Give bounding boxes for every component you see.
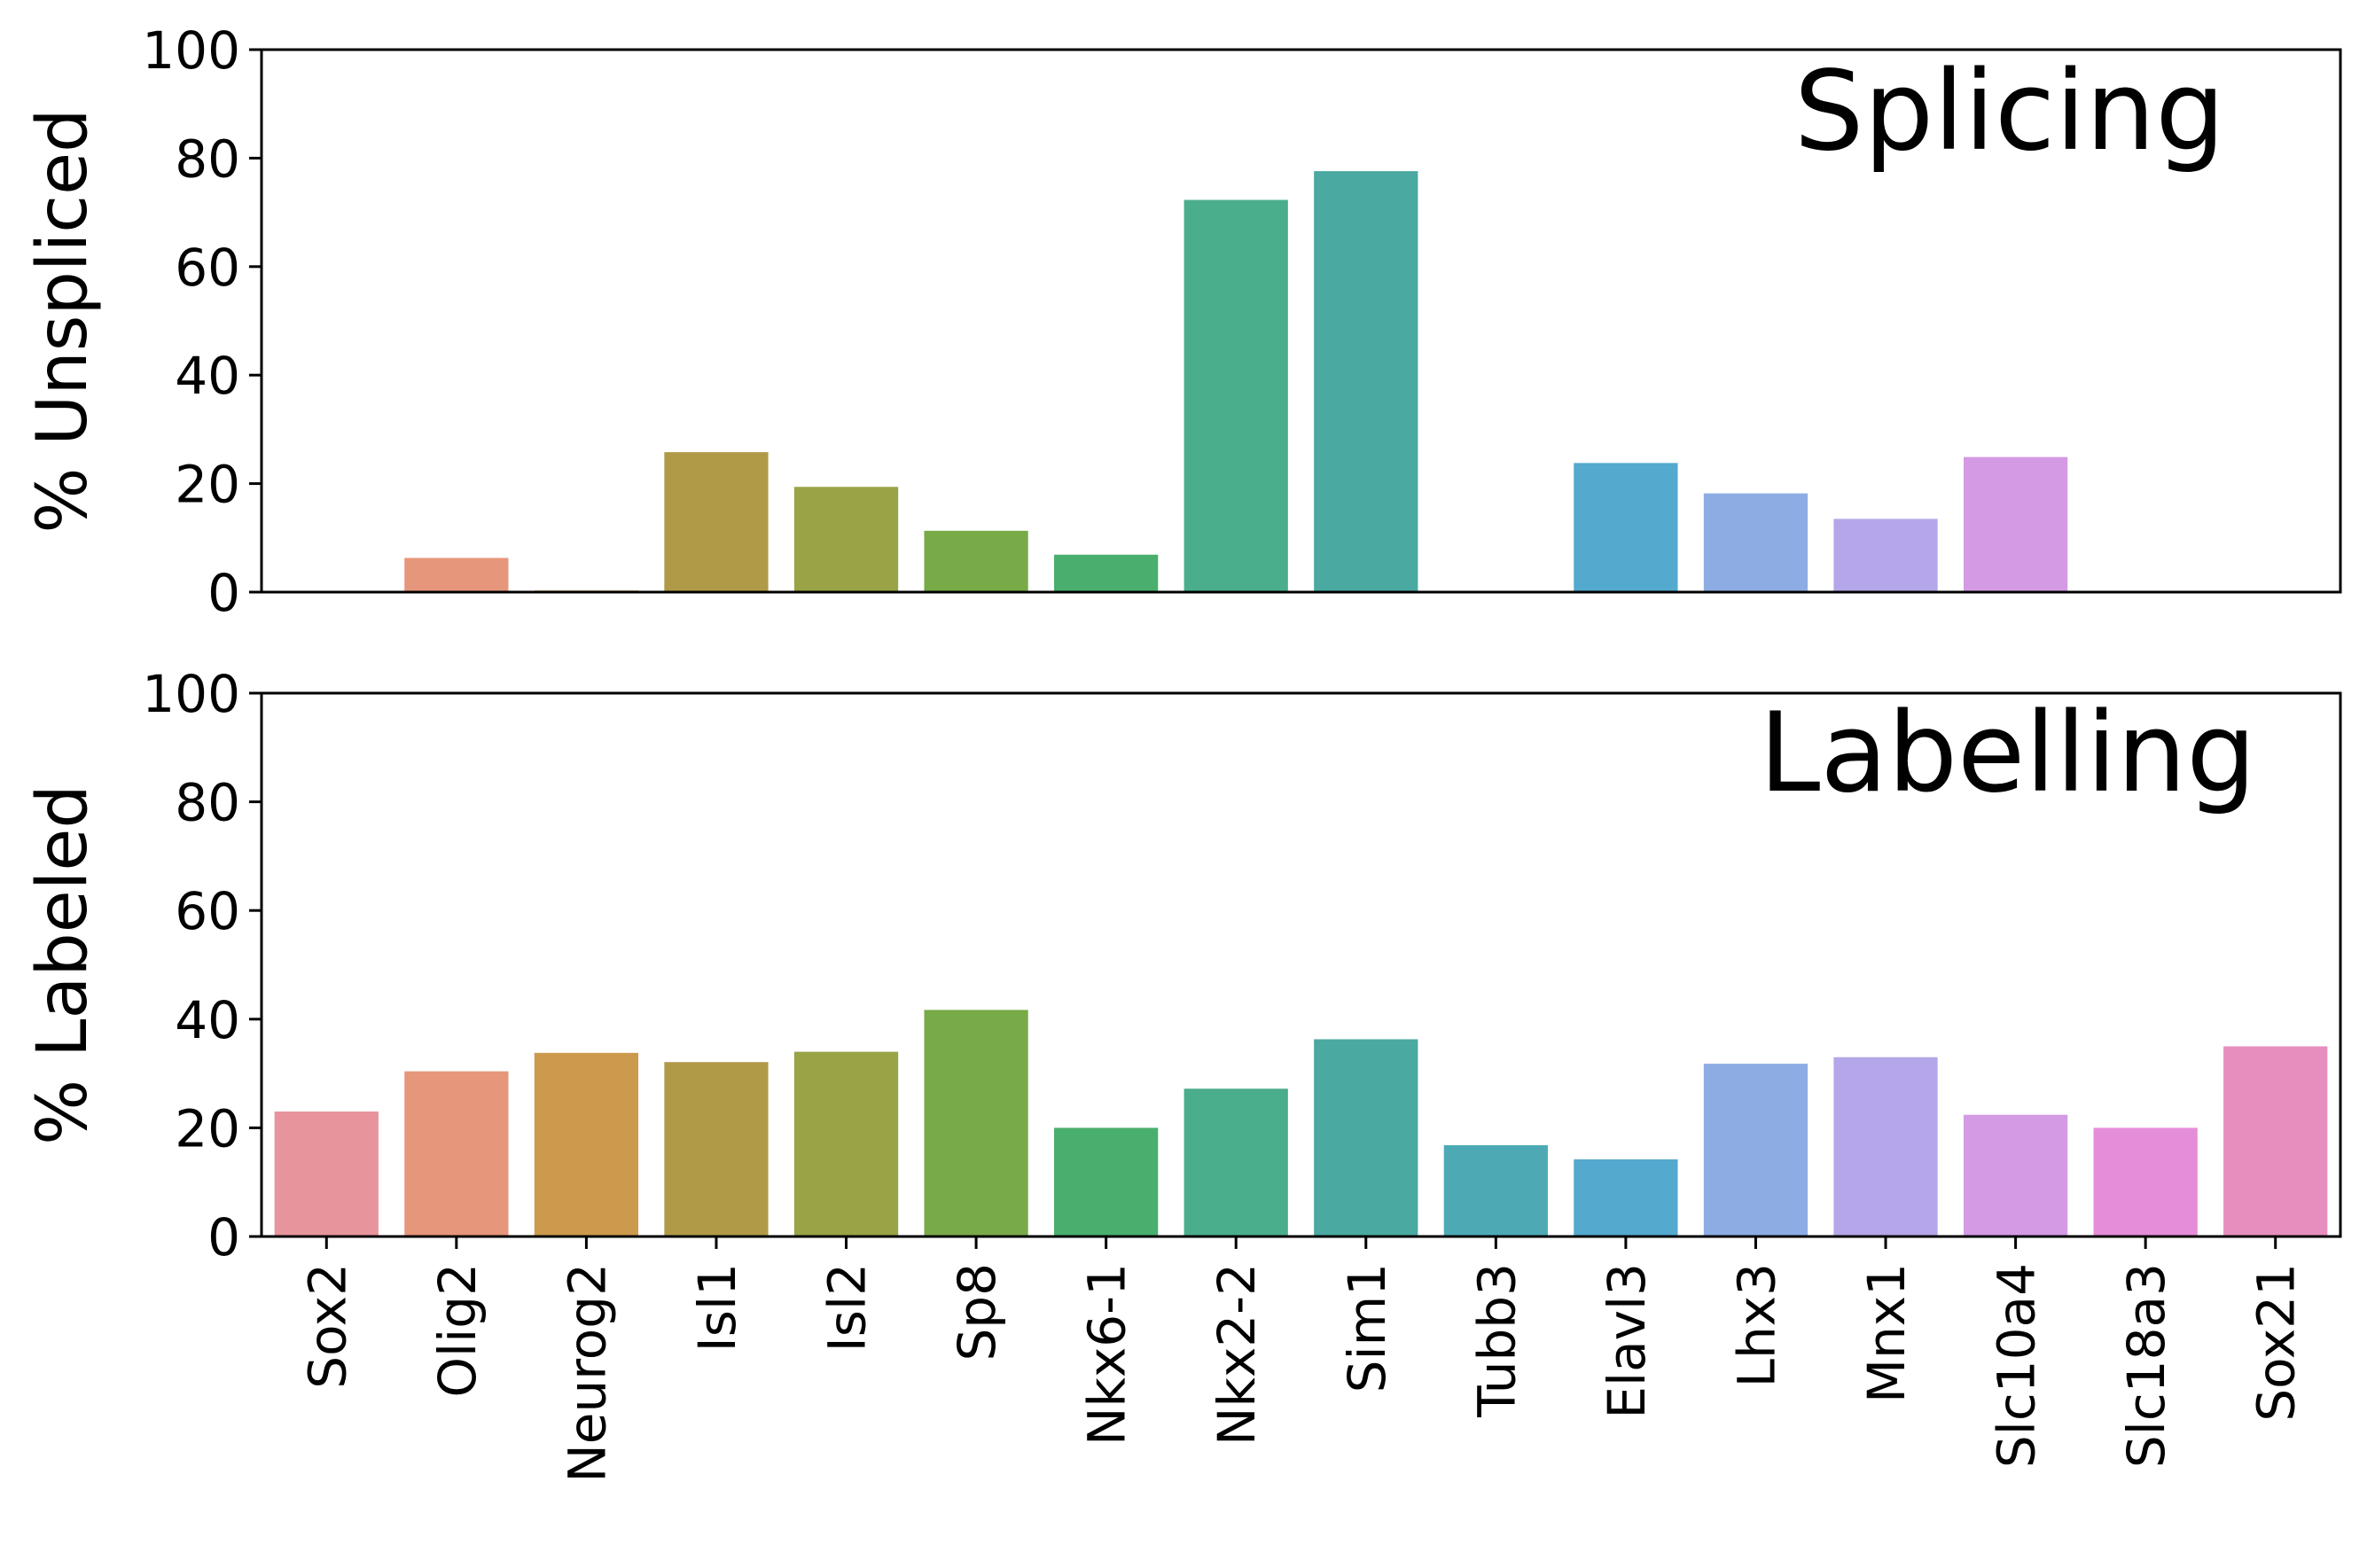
x-tick-label-sox2: Sox2 [297,1263,357,1389]
labelling-bar-nkx2-2 [1184,1088,1288,1236]
labelling-y-tick-label-40: 40 [175,990,240,1050]
x-tick-label-sp8: Sp8 [947,1263,1007,1361]
x-tick-label-nkx6-1: Nkx6-1 [1077,1263,1137,1446]
x-axis: Sox2 Olig2 Neurog2 Isl1 Isl2 Sp8 Nkx6-1 Nkx2-2 S… [297,1236,2307,1483]
labelling-bar-tubb3 [1443,1145,1548,1236]
labelling-bar-sox2 [274,1112,379,1236]
splicing-bar-lhx3 [1703,493,1808,592]
labelling-y-tick-label-0: 0 [207,1207,240,1268]
splicing-bar-mnx1 [1833,519,1938,592]
labelling-bar-slc10a4 [1963,1114,2068,1236]
x-tick-label-sox21: Sox21 [2246,1263,2307,1422]
labelling-y-axis: 0 20 40 60 80 100 [142,664,262,1268]
splicing-bar-sp8 [924,530,1028,592]
labelling-bar-isl1 [664,1062,769,1236]
labelling-bar-slc18a3 [2093,1127,2198,1236]
splicing-bar-olig2 [404,558,509,592]
x-tick-label-slc10a4: Slc10a4 [1987,1263,2047,1468]
splicing-plot-frame [260,48,2342,594]
labelling-bar-sp8 [924,1010,1028,1236]
splicing-bar-nkx2-2 [1184,199,1288,593]
splicing-y-tick-label-80: 80 [175,129,240,189]
x-tick-label-mnx1: Mnx1 [1856,1263,1917,1403]
x-tick-label-olig2: Olig2 [427,1263,488,1398]
labelling-bar-olig2 [404,1071,509,1236]
splicing-y-tick-label-0: 0 [207,563,240,623]
x-tick-label-neurog2: Neurog2 [557,1263,617,1483]
splicing-y-tick-label-20: 20 [175,455,240,515]
splicing-bar-slc10a4 [1963,456,2068,592]
labelling-bar-lhx3 [1703,1064,1808,1236]
x-tick-label-slc18a3: Slc18a3 [2116,1263,2176,1468]
labelling-y-tick-label-60: 60 [175,881,240,941]
splicing-bars [404,171,2068,593]
labelling-bars [274,1010,2328,1236]
splicing-y-tick-label-60: 60 [175,238,240,298]
labelling-y-tick-label-20: 20 [175,1098,240,1158]
x-tick-label-tubb3: Tubb3 [1466,1263,1527,1418]
labelling-y-tick-label-100: 100 [142,664,240,724]
labelling-panel: 0 20 40 60 80 100 % Labeled Labelling Sox2 Oli… [23,664,2342,1483]
labelling-y-tick-label-80: 80 [175,773,240,833]
splicing-bar-isl2 [793,487,899,592]
x-tick-label-nkx2-2: Nkx2-2 [1207,1263,1267,1446]
labelling-bar-mnx1 [1833,1057,1938,1236]
splicing-y-tick-label-100: 100 [142,20,240,81]
labelling-bar-sox21 [2223,1046,2328,1236]
labelling-bar-elavl3 [1574,1158,1678,1236]
x-tick-label-elavl3: Elavl3 [1597,1263,1657,1419]
labelling-bar-neurog2 [534,1052,639,1236]
splicing-bar-sim1 [1314,171,1418,592]
labelling-bar-isl2 [793,1051,899,1236]
splicing-panel-title: Splicing [1794,48,2225,176]
labelling-y-axis-label: % Labeled [23,784,103,1145]
splicing-panel: 0 20 40 60 80 100 % Unspliced Splicing [23,20,2342,623]
splicing-y-tick-label-40: 40 [175,346,240,406]
x-tick-label-isl2: Isl2 [817,1263,878,1352]
labelling-panel-title: Labelling [1759,690,2256,817]
splicing-y-axis-label: % Unspliced [23,108,103,533]
splicing-bar-nkx6-1 [1054,554,1159,592]
x-tick-label-isl1: Isl1 [687,1263,747,1352]
splicing-bar-elavl3 [1574,463,1678,592]
x-tick-label-sim1: Sim1 [1337,1263,1397,1392]
splicing-y-axis: 0 20 40 60 80 100 [142,20,262,623]
labelling-bar-sim1 [1314,1039,1418,1236]
splicing-bar-isl1 [664,452,769,592]
labelling-plot-frame [260,691,2342,1238]
x-tick-label-lhx3: Lhx3 [1726,1263,1786,1387]
labelling-bar-nkx6-1 [1054,1127,1159,1236]
